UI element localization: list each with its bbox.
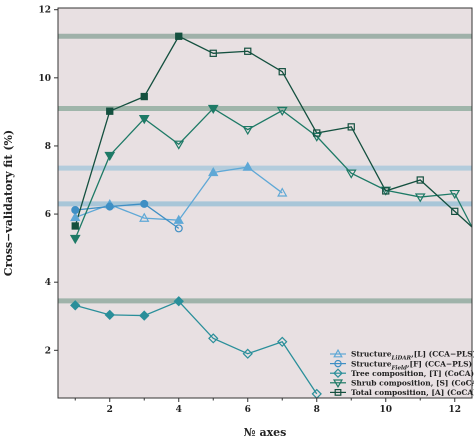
data-point-s2-2	[105, 202, 114, 211]
data-point-s5-9	[347, 123, 355, 131]
y-tick-label: 2	[45, 346, 51, 356]
legend-label-5: Total composition, [A] (CoCA)	[351, 388, 474, 397]
data-point-s4-1	[69, 234, 81, 245]
data-point-s3-1	[70, 300, 81, 311]
x-axis-title: № axes	[244, 426, 287, 439]
reference-lines	[58, 33, 472, 304]
legend-label-1: StructureLiDAR,[L] (CCA−PLS)	[351, 350, 474, 362]
x-tick-label: 4	[176, 405, 182, 415]
plot-frame	[57, 7, 473, 399]
legend-label-4: Shrub composition, [S] (CoCA)	[351, 379, 474, 388]
data-point-s2-3	[140, 199, 149, 208]
x-tick-label: 12	[448, 405, 461, 415]
series-markers	[69, 32, 461, 398]
data-point-s5-4	[175, 32, 183, 40]
data-point-s4-2	[104, 151, 116, 161]
legend-marker-1	[333, 348, 343, 358]
data-point-s2-4	[174, 224, 183, 233]
data-point-s1-4	[173, 214, 184, 224]
y-axis-title: Cross−validatory fit (%)	[2, 130, 15, 276]
data-point-s3-5	[208, 333, 219, 344]
data-point-s4-10	[380, 186, 392, 196]
data-point-s5-5	[209, 49, 217, 57]
legend-label-main: Structure	[351, 350, 392, 359]
data-point-s5-12	[451, 207, 459, 216]
data-point-s5-8	[313, 129, 321, 137]
series-line-3	[75, 300, 318, 395]
data-point-s4-12	[449, 189, 461, 200]
legend-label-main: Shrub composition, [S] (CoCA)	[351, 379, 474, 388]
data-point-s3-8	[311, 388, 322, 398]
x-axis: 2 4 6 8 10 12	[74, 398, 461, 415]
x-tick-label: 8	[314, 405, 320, 415]
data-point-s4-9	[345, 169, 357, 179]
x-tick-label: 10	[379, 405, 392, 415]
legend-label-rest: ,[L] (CCA−PLS)	[411, 350, 474, 359]
data-point-s5-6	[244, 47, 252, 55]
data-point-s4-5	[207, 104, 219, 114]
data-point-s5-11	[416, 176, 424, 184]
data-point-s5-1	[71, 222, 79, 230]
legend-label-subscript: Field	[391, 365, 408, 371]
y-tick-label: 8	[45, 142, 51, 152]
y-axis: 2 4 6 8 10 12	[38, 6, 58, 356]
legend-marker-5	[334, 388, 342, 396]
legend-marker-3	[333, 368, 343, 379]
data-point-s1-1	[70, 211, 81, 222]
legend-label-main: Total composition, [A] (CoCA)	[351, 388, 474, 397]
data-point-s4-4	[173, 140, 185, 150]
data-point-s3-3	[139, 310, 150, 321]
legend-label-3: Tree composition, [T] (CoCA)	[351, 369, 474, 378]
y-tick-label: 12	[38, 6, 51, 16]
series-line-2	[75, 203, 180, 229]
data-point-s3-6	[242, 348, 253, 359]
data-point-s4-6	[242, 125, 254, 136]
data-point-s1-5	[208, 166, 219, 177]
data-point-s3-7	[277, 336, 288, 347]
legend-label-subscript: LiDAR	[391, 356, 412, 362]
data-point-s1-3	[139, 212, 150, 222]
data-point-s3-4	[173, 296, 184, 307]
data-point-s1-7	[277, 187, 288, 197]
y-tick-label: 4	[45, 278, 51, 288]
data-point-s5-2	[106, 107, 114, 115]
data-point-s4-3	[138, 115, 150, 125]
legend-label-rest: ,[F] (CCA−PLS)	[407, 359, 472, 368]
legend-label-2: StructureField,[F] (CCA−PLS)	[351, 359, 472, 371]
data-point-s3-2	[104, 309, 115, 321]
legend-marker-2	[334, 359, 342, 368]
data-point-s5-10	[382, 187, 390, 195]
data-point-s4-11	[414, 193, 426, 203]
legend-label-main: Tree composition, [T] (CoCA)	[351, 369, 474, 378]
legend-label-main: Structure	[351, 359, 392, 368]
data-point-s4-8	[311, 132, 323, 142]
data-point-s4-7	[276, 106, 288, 117]
data-point-s5-7	[278, 68, 286, 76]
x-tick-label: 2	[107, 405, 113, 415]
y-tick-label: 6	[45, 210, 51, 220]
legend: StructureLiDAR,[L] (CCA−PLS)StructureFie…	[330, 348, 474, 397]
legend-marker-4	[332, 379, 344, 388]
y-tick-label: 10	[38, 74, 51, 84]
data-point-s5-3	[140, 92, 148, 101]
data-point-s2-1	[71, 205, 80, 215]
x-tick-label: 6	[245, 405, 251, 415]
data-point-s1-6	[242, 161, 253, 171]
